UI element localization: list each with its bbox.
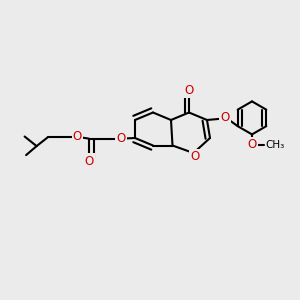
Text: CH₃: CH₃ [266, 140, 285, 150]
Text: O: O [85, 154, 94, 168]
Text: O: O [220, 111, 230, 124]
Text: O: O [116, 131, 125, 145]
Text: O: O [248, 138, 256, 152]
Text: O: O [184, 83, 194, 97]
Text: O: O [73, 130, 82, 143]
Text: O: O [191, 150, 200, 163]
